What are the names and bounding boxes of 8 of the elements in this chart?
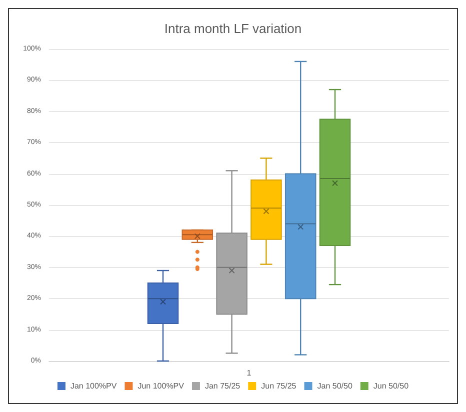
x-tick-label: 1 bbox=[246, 368, 252, 378]
legend-label: Jan 100%PV bbox=[70, 382, 118, 390]
legend-label: Jun 100%PV bbox=[138, 382, 185, 390]
legend-label: Jan 50/50 bbox=[317, 382, 353, 390]
chart-title: Intra month LF variation bbox=[164, 21, 302, 36]
legend-label: Jun 75/25 bbox=[261, 382, 297, 390]
legend-label: Jun 50/50 bbox=[373, 382, 410, 390]
legend-label: Jan 75/25 bbox=[204, 382, 241, 390]
